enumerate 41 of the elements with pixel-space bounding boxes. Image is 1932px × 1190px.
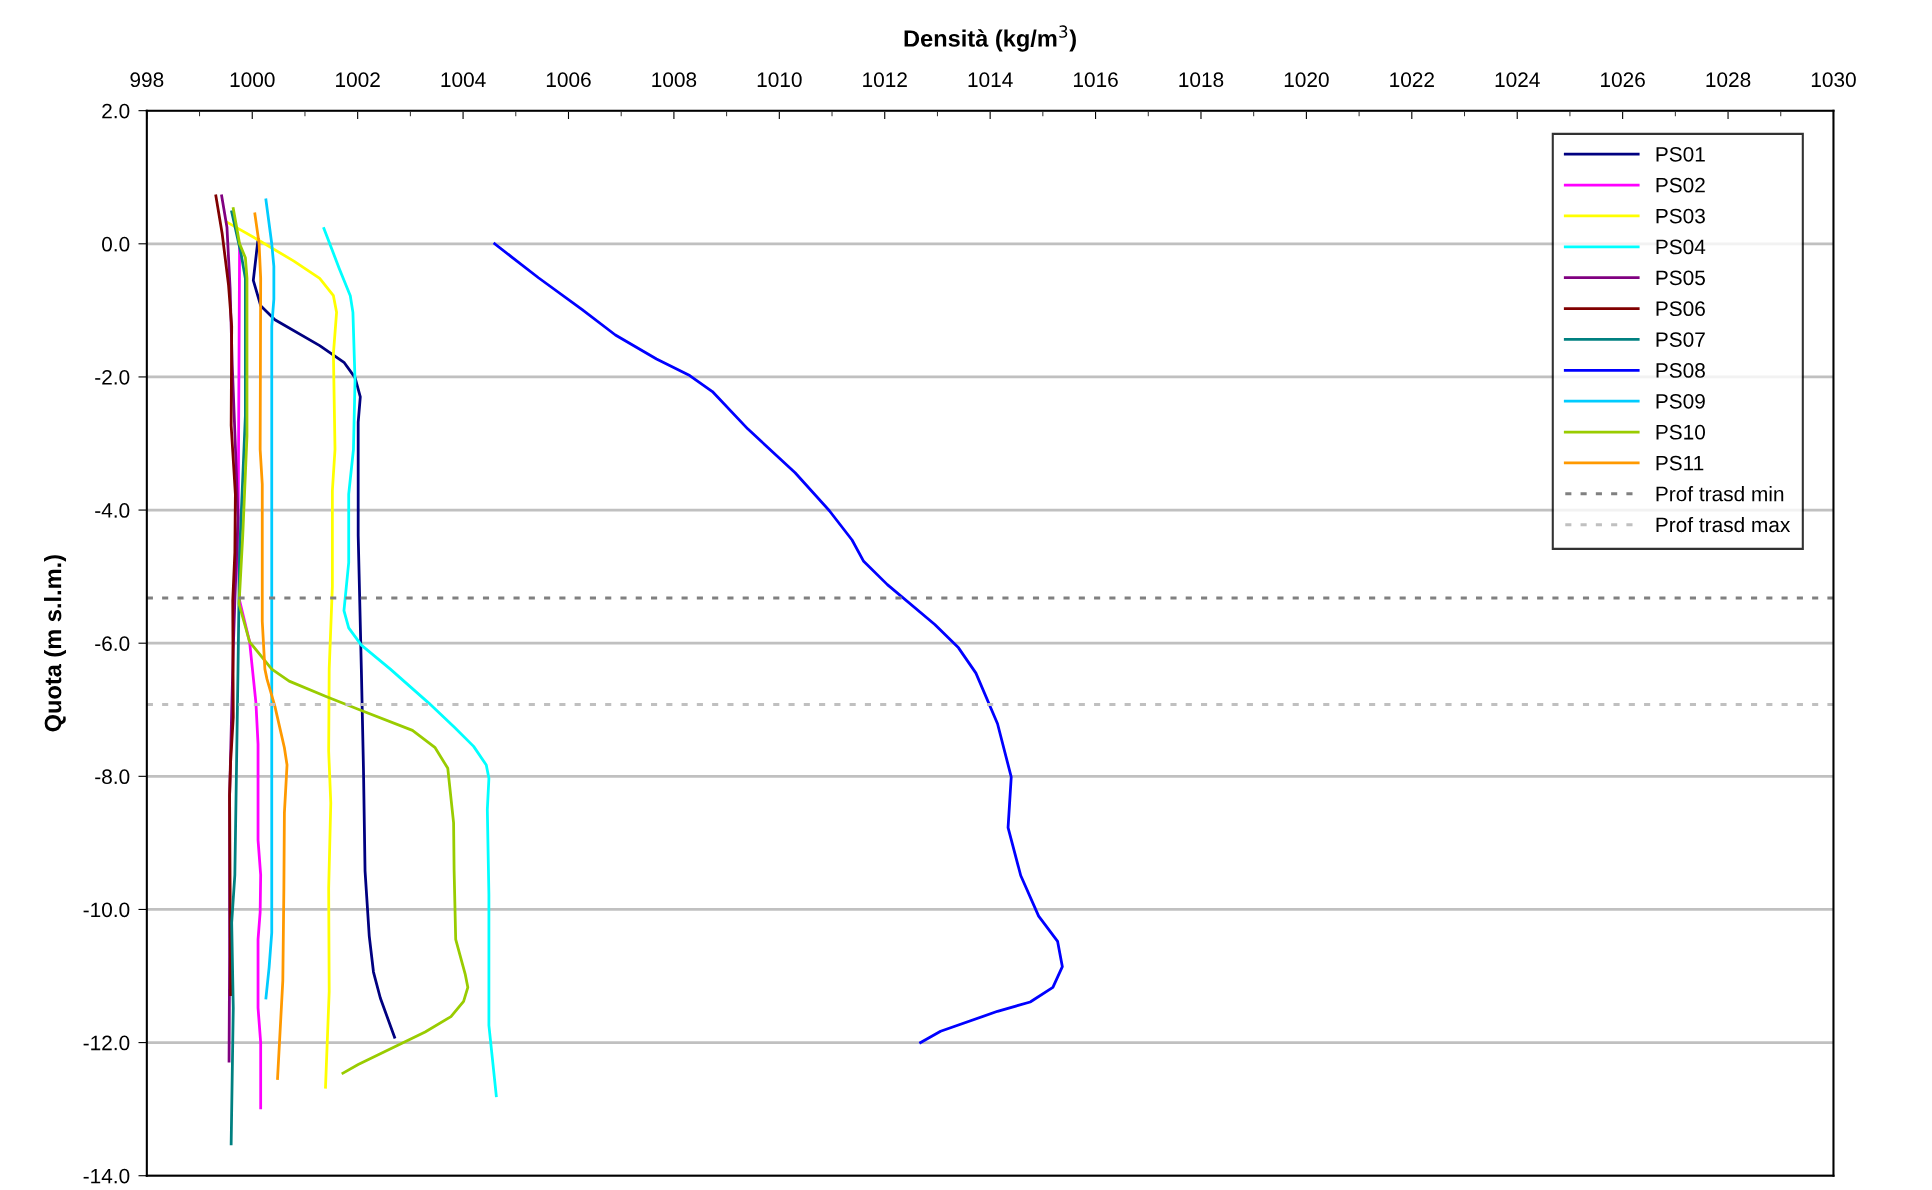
legend-label: PS07	[1656, 332, 1705, 347]
x-tick-label: 1010	[757, 72, 802, 88]
y-tick-label: 2.0	[102, 103, 130, 119]
y-tick-label: -8.0	[95, 769, 130, 785]
x-tick-label: 1028	[1706, 72, 1751, 88]
x-tick-label: 1030	[1811, 72, 1856, 88]
legend-label: PS09	[1656, 393, 1705, 409]
legend-label: Prof trasd min	[1656, 486, 1784, 502]
x-tick-label: 1008	[652, 72, 697, 88]
y-tick-label: -14.0	[83, 1168, 130, 1184]
legend-label: PS02	[1656, 177, 1705, 193]
y-tick-label: -12.0	[83, 1035, 130, 1051]
legend-label: PS10	[1656, 424, 1706, 440]
x-tick-label: 1002	[336, 72, 380, 88]
legend-label: PS01	[1656, 146, 1705, 162]
y-tick-label: -4.0	[95, 503, 130, 518]
x-tick-label: 1016	[1073, 72, 1118, 88]
x-tick-label: 1020	[1284, 72, 1329, 88]
x-tick-label: 1000	[230, 72, 275, 88]
y-tick-label: -10.0	[83, 902, 130, 918]
y-tick-label: -6.0	[95, 636, 130, 651]
y-tick-label: -2.0	[95, 369, 130, 385]
legend-label: PS08	[1656, 363, 1705, 378]
x-tick-label: 998	[130, 72, 164, 88]
x-tick-label: 1012	[863, 72, 907, 88]
legend-label: PS06	[1656, 301, 1705, 317]
legend-label: PS04	[1656, 239, 1706, 255]
x-tick-label: 1024	[1495, 72, 1540, 88]
legend-label: Prof trasd max	[1656, 516, 1791, 533]
legend-label: PS05	[1656, 270, 1705, 286]
legend-label: PS03	[1656, 208, 1705, 224]
x-tick-label: 1014	[968, 72, 1013, 88]
y-tick-label: 0.0	[102, 236, 130, 252]
x-tick-label: 1026	[1601, 72, 1645, 88]
x-tick-label: 1018	[1179, 72, 1224, 88]
x-tick-label: 1006	[546, 72, 591, 88]
x-tick-label: 1022	[1390, 72, 1434, 88]
legend-label: PS11	[1656, 455, 1704, 471]
x-tick-label: 1004	[441, 72, 486, 88]
y-axis-title: Quota (m s.l.m.)	[44, 555, 67, 732]
chart-title: Densità (kg/m$^{3}$)	[904, 25, 1076, 52]
